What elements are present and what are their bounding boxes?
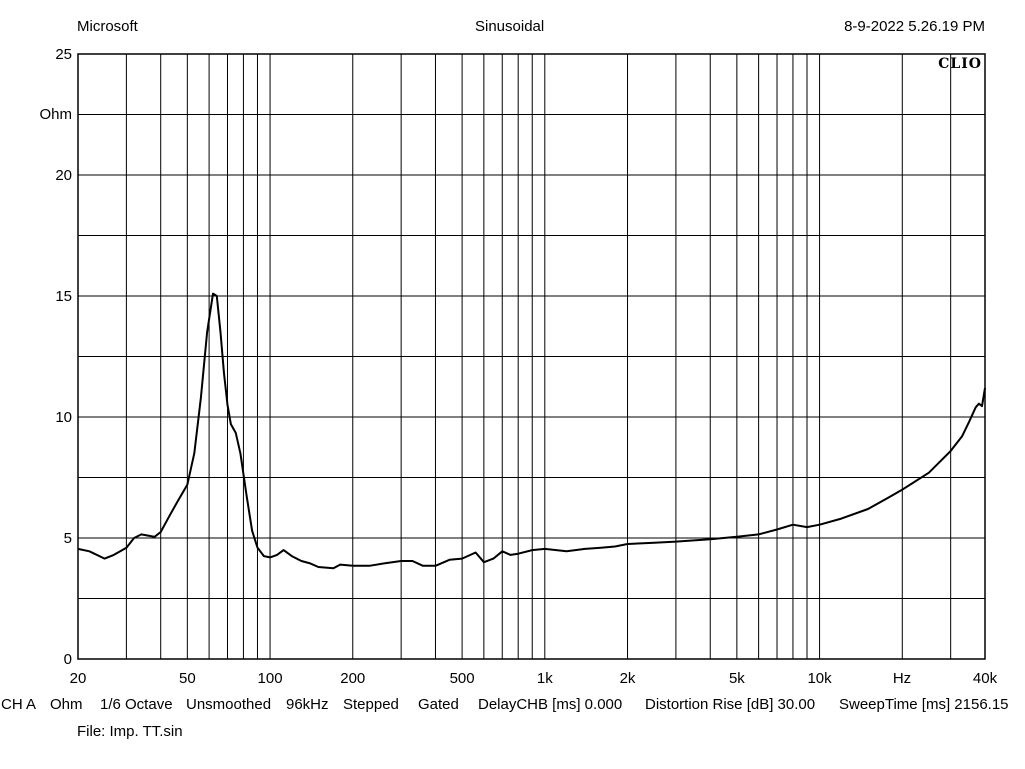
footer-sweep-time: SweepTime [ms] 2156.15 xyxy=(839,696,1009,713)
x-tick-label: 20 xyxy=(70,670,87,687)
clio-logo: CLIO xyxy=(938,56,982,72)
footer-delay: DelayCHB [ms] 0.000 xyxy=(478,696,623,713)
measurement-settings-bar: CH A Ohm 1/6 Octave Unsmoothed 96kHz Ste… xyxy=(0,696,1025,716)
header-signal-type: Sinusoidal xyxy=(475,18,545,35)
footer-gating: Gated xyxy=(418,696,459,713)
footer-octave: 1/6 Octave xyxy=(100,696,173,713)
footer-sample-rate: 96kHz xyxy=(286,696,329,713)
footer-mode: Stepped xyxy=(343,696,399,713)
x-tick-label: 2k xyxy=(620,670,636,687)
y-axis-ticks: 0 5 10 15 20 25 xyxy=(55,46,72,668)
x-tick-label: 40k xyxy=(973,670,998,687)
y-axis-unit-label: Ohm xyxy=(39,106,72,123)
footer-smoothing: Unsmoothed xyxy=(186,696,272,713)
y-tick-label: 10 xyxy=(55,409,72,426)
x-tick-label: 5k xyxy=(729,670,745,687)
y-tick-label: 15 xyxy=(55,288,72,305)
header-left-label: Microsoft xyxy=(77,18,138,35)
x-tick-label: 500 xyxy=(450,670,475,687)
x-axis-unit-label: Hz xyxy=(893,670,911,687)
y-tick-label: 5 xyxy=(64,530,72,547)
x-tick-label: 1k xyxy=(537,670,553,687)
y-tick-label: 0 xyxy=(64,651,72,668)
footer-file-name: File: Imp. TT.sin xyxy=(77,723,183,740)
header-timestamp: 8-9-2022 5.26.19 PM xyxy=(844,18,985,35)
footer-unit: Ohm xyxy=(50,696,83,713)
x-tick-label: 200 xyxy=(340,670,365,687)
impedance-curve xyxy=(77,292,986,570)
chart-grid xyxy=(78,54,985,659)
plot-frame xyxy=(77,53,986,660)
x-axis-ticks: 20 50 100 200 500 1k 2k 5k 10k 40k xyxy=(70,670,998,687)
x-tick-label: 50 xyxy=(179,670,196,687)
footer-distortion: Distortion Rise [dB] 30.00 xyxy=(645,696,816,713)
x-tick-label: 100 xyxy=(258,670,283,687)
footer-channel: CH A xyxy=(1,696,37,713)
x-tick-label: 10k xyxy=(807,670,832,687)
y-tick-label: 20 xyxy=(55,167,72,184)
y-tick-label: 25 xyxy=(55,46,72,63)
